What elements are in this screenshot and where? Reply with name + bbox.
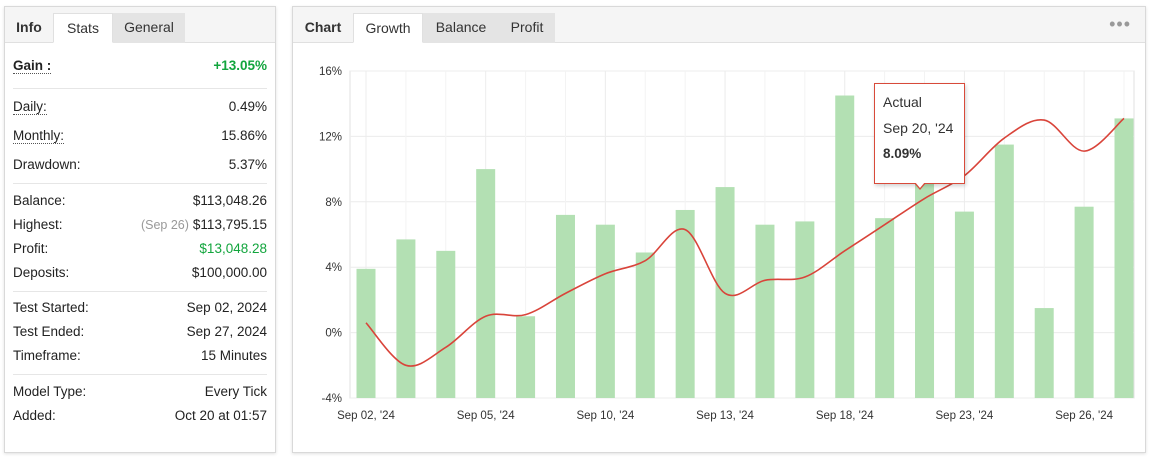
stat-test-ended: Test Ended: Sep 27, 2024: [13, 324, 267, 342]
divider: [13, 374, 267, 375]
stat-gain-label[interactable]: Gain :: [13, 58, 52, 74]
tooltip-title: Actual: [883, 94, 922, 110]
tab-info[interactable]: Info: [16, 19, 42, 35]
chart-bar: [994, 144, 1014, 398]
stat-test-ended-value: Sep 27, 2024: [186, 324, 267, 339]
stat-daily-label[interactable]: Daily:: [13, 99, 47, 115]
stat-added-value: Oct 20 at 01:57: [174, 408, 267, 423]
stat-test-started-label: Test Started:: [13, 300, 89, 315]
chart-bar: [915, 178, 935, 398]
stat-balance: Balance: $113,048.26: [13, 193, 267, 211]
tab-stats[interactable]: Stats: [53, 13, 113, 43]
stat-test-started: Test Started: Sep 02, 2024: [13, 300, 267, 318]
x-tick-label: Sep 10, '24: [576, 410, 634, 422]
stat-profit-value: $13,048.28: [199, 241, 267, 256]
tooltip-date: Sep 20, '24: [883, 120, 954, 136]
chart-panel: Chart Growth Balance Profit ••• 16% 12% 8%…: [292, 6, 1146, 453]
stat-profit: Profit: $13,048.28: [13, 241, 267, 259]
stat-deposits-label: Deposits:: [13, 265, 70, 280]
more-dots-icon[interactable]: •••: [1109, 14, 1131, 34]
chart-bar: [476, 169, 496, 398]
chart-tabbar: Chart Growth Balance Profit •••: [293, 7, 1145, 43]
chart-bar: [954, 211, 974, 398]
stat-drawdown: Drawdown: 5.37%: [13, 157, 267, 175]
divider: [13, 291, 267, 292]
x-tick-label: Sep 02, '24: [337, 410, 395, 422]
y-tick-label: 16%: [319, 66, 342, 78]
chart-bar: [795, 221, 815, 398]
stat-deposits: Deposits: $100,000.00: [13, 265, 267, 283]
tab-balance[interactable]: Balance: [423, 13, 499, 43]
chart-bar: [555, 214, 575, 398]
plot-area: [349, 70, 1135, 399]
chart-bar: [516, 316, 536, 398]
stats-tabbar: Info Stats General: [5, 7, 275, 43]
chart-tooltip: Actual Sep 20, '24 8.09%: [874, 83, 965, 184]
stat-monthly-label[interactable]: Monthly:: [13, 128, 65, 144]
tooltip-pointer-fill: [915, 182, 925, 188]
chart-bar: [1034, 308, 1054, 398]
growth-line: [365, 117, 1125, 367]
stat-drawdown-value: 5.37%: [228, 157, 267, 172]
y-tick-label: 8%: [325, 197, 342, 209]
chart-bar: [1114, 118, 1134, 398]
stat-daily: Daily: 0.49%: [13, 99, 267, 117]
stat-balance-value: $113,048.26: [192, 193, 267, 208]
chart-bar: [595, 224, 615, 398]
divider: [13, 183, 267, 184]
tab-growth[interactable]: Growth: [353, 13, 423, 43]
stat-gain-value: +13.05%: [213, 58, 267, 73]
chart-bar: [675, 209, 695, 398]
stat-model-type-value: Every Tick: [204, 384, 267, 399]
y-tick-label: 4%: [325, 262, 342, 274]
stat-model-type-label: Model Type:: [13, 384, 87, 399]
stat-timeframe: Timeframe: 15 Minutes: [13, 348, 267, 366]
growth-chart: 16% 12% 8% 4% 0% -4% Sep 02, '24 Sep 05, '24 Sep…: [319, 66, 1135, 422]
stat-test-started-value: Sep 02, 2024: [186, 300, 267, 315]
divider: [13, 88, 267, 89]
stat-timeframe-label: Timeframe:: [13, 348, 81, 363]
chart-bar: [356, 268, 376, 398]
chart-bar: [755, 224, 775, 398]
stat-highest-value-wrap: (Sep 26) $113,795.15: [141, 217, 267, 232]
stat-profit-label: Profit:: [13, 241, 49, 256]
stat-monthly-value: 15.86%: [221, 128, 267, 143]
tab-profit[interactable]: Profit: [499, 13, 555, 43]
stat-highest-date: (Sep 26): [140, 218, 189, 232]
chart-bar: [835, 95, 855, 399]
stat-highest-label: Highest:: [13, 217, 63, 232]
stat-gain: Gain : +13.05%: [13, 58, 267, 76]
stat-drawdown-label: Drawdown:: [13, 157, 81, 172]
tab-general[interactable]: General: [113, 13, 185, 43]
stat-daily-value: 0.49%: [228, 99, 267, 114]
stat-model-type: Model Type: Every Tick: [13, 384, 267, 402]
x-tick-label: Sep 18, '24: [816, 410, 874, 422]
stat-balance-label: Balance:: [13, 193, 66, 208]
y-tick-label: 12%: [319, 131, 342, 143]
y-tick-label: -4%: [322, 393, 342, 405]
chart-bar: [396, 239, 416, 398]
x-tick-label: Sep 23, '24: [936, 410, 994, 422]
stat-added: Added: Oct 20 at 01:57: [13, 408, 267, 426]
tooltip-value: 8.09%: [883, 146, 922, 161]
tab-chart[interactable]: Chart: [304, 19, 342, 35]
x-tick-label: Sep 13, '24: [696, 410, 754, 422]
x-tick-label: Sep 26, '24: [1055, 410, 1113, 422]
stat-test-ended-label: Test Ended:: [13, 324, 85, 339]
stat-highest-value: $113,795.15: [192, 217, 267, 232]
chart-bar: [875, 218, 895, 398]
chart-bar: [635, 252, 655, 398]
chart-bar: [1074, 206, 1094, 398]
stat-deposits-value: $100,000.00: [191, 265, 267, 280]
chart-bar: [436, 250, 456, 398]
stat-monthly: Monthly: 15.86%: [13, 128, 267, 146]
y-tick-label: 0%: [325, 328, 342, 340]
x-tick-label: Sep 05, '24: [457, 410, 515, 422]
stat-timeframe-value: 15 Minutes: [200, 348, 267, 363]
stat-highest: Highest: (Sep 26) $113,795.15: [13, 217, 267, 235]
stat-added-label: Added:: [13, 408, 56, 423]
stats-panel: Info Stats General Gain : +13.05% Daily:…: [4, 6, 276, 453]
